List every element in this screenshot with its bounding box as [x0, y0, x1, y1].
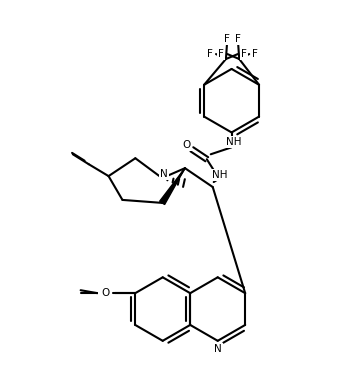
Polygon shape [160, 168, 185, 204]
Text: N: N [160, 169, 168, 179]
Text: O: O [101, 288, 110, 298]
Text: F: F [224, 34, 230, 44]
Text: O: O [99, 288, 107, 298]
Text: NH: NH [212, 170, 227, 180]
Text: F: F [207, 49, 213, 59]
Text: F: F [241, 49, 247, 59]
Text: N: N [214, 344, 222, 354]
Text: O: O [183, 140, 191, 150]
Text: F: F [218, 49, 224, 59]
Text: F: F [235, 34, 241, 44]
Text: NH: NH [226, 137, 241, 147]
Text: F: F [252, 49, 258, 59]
